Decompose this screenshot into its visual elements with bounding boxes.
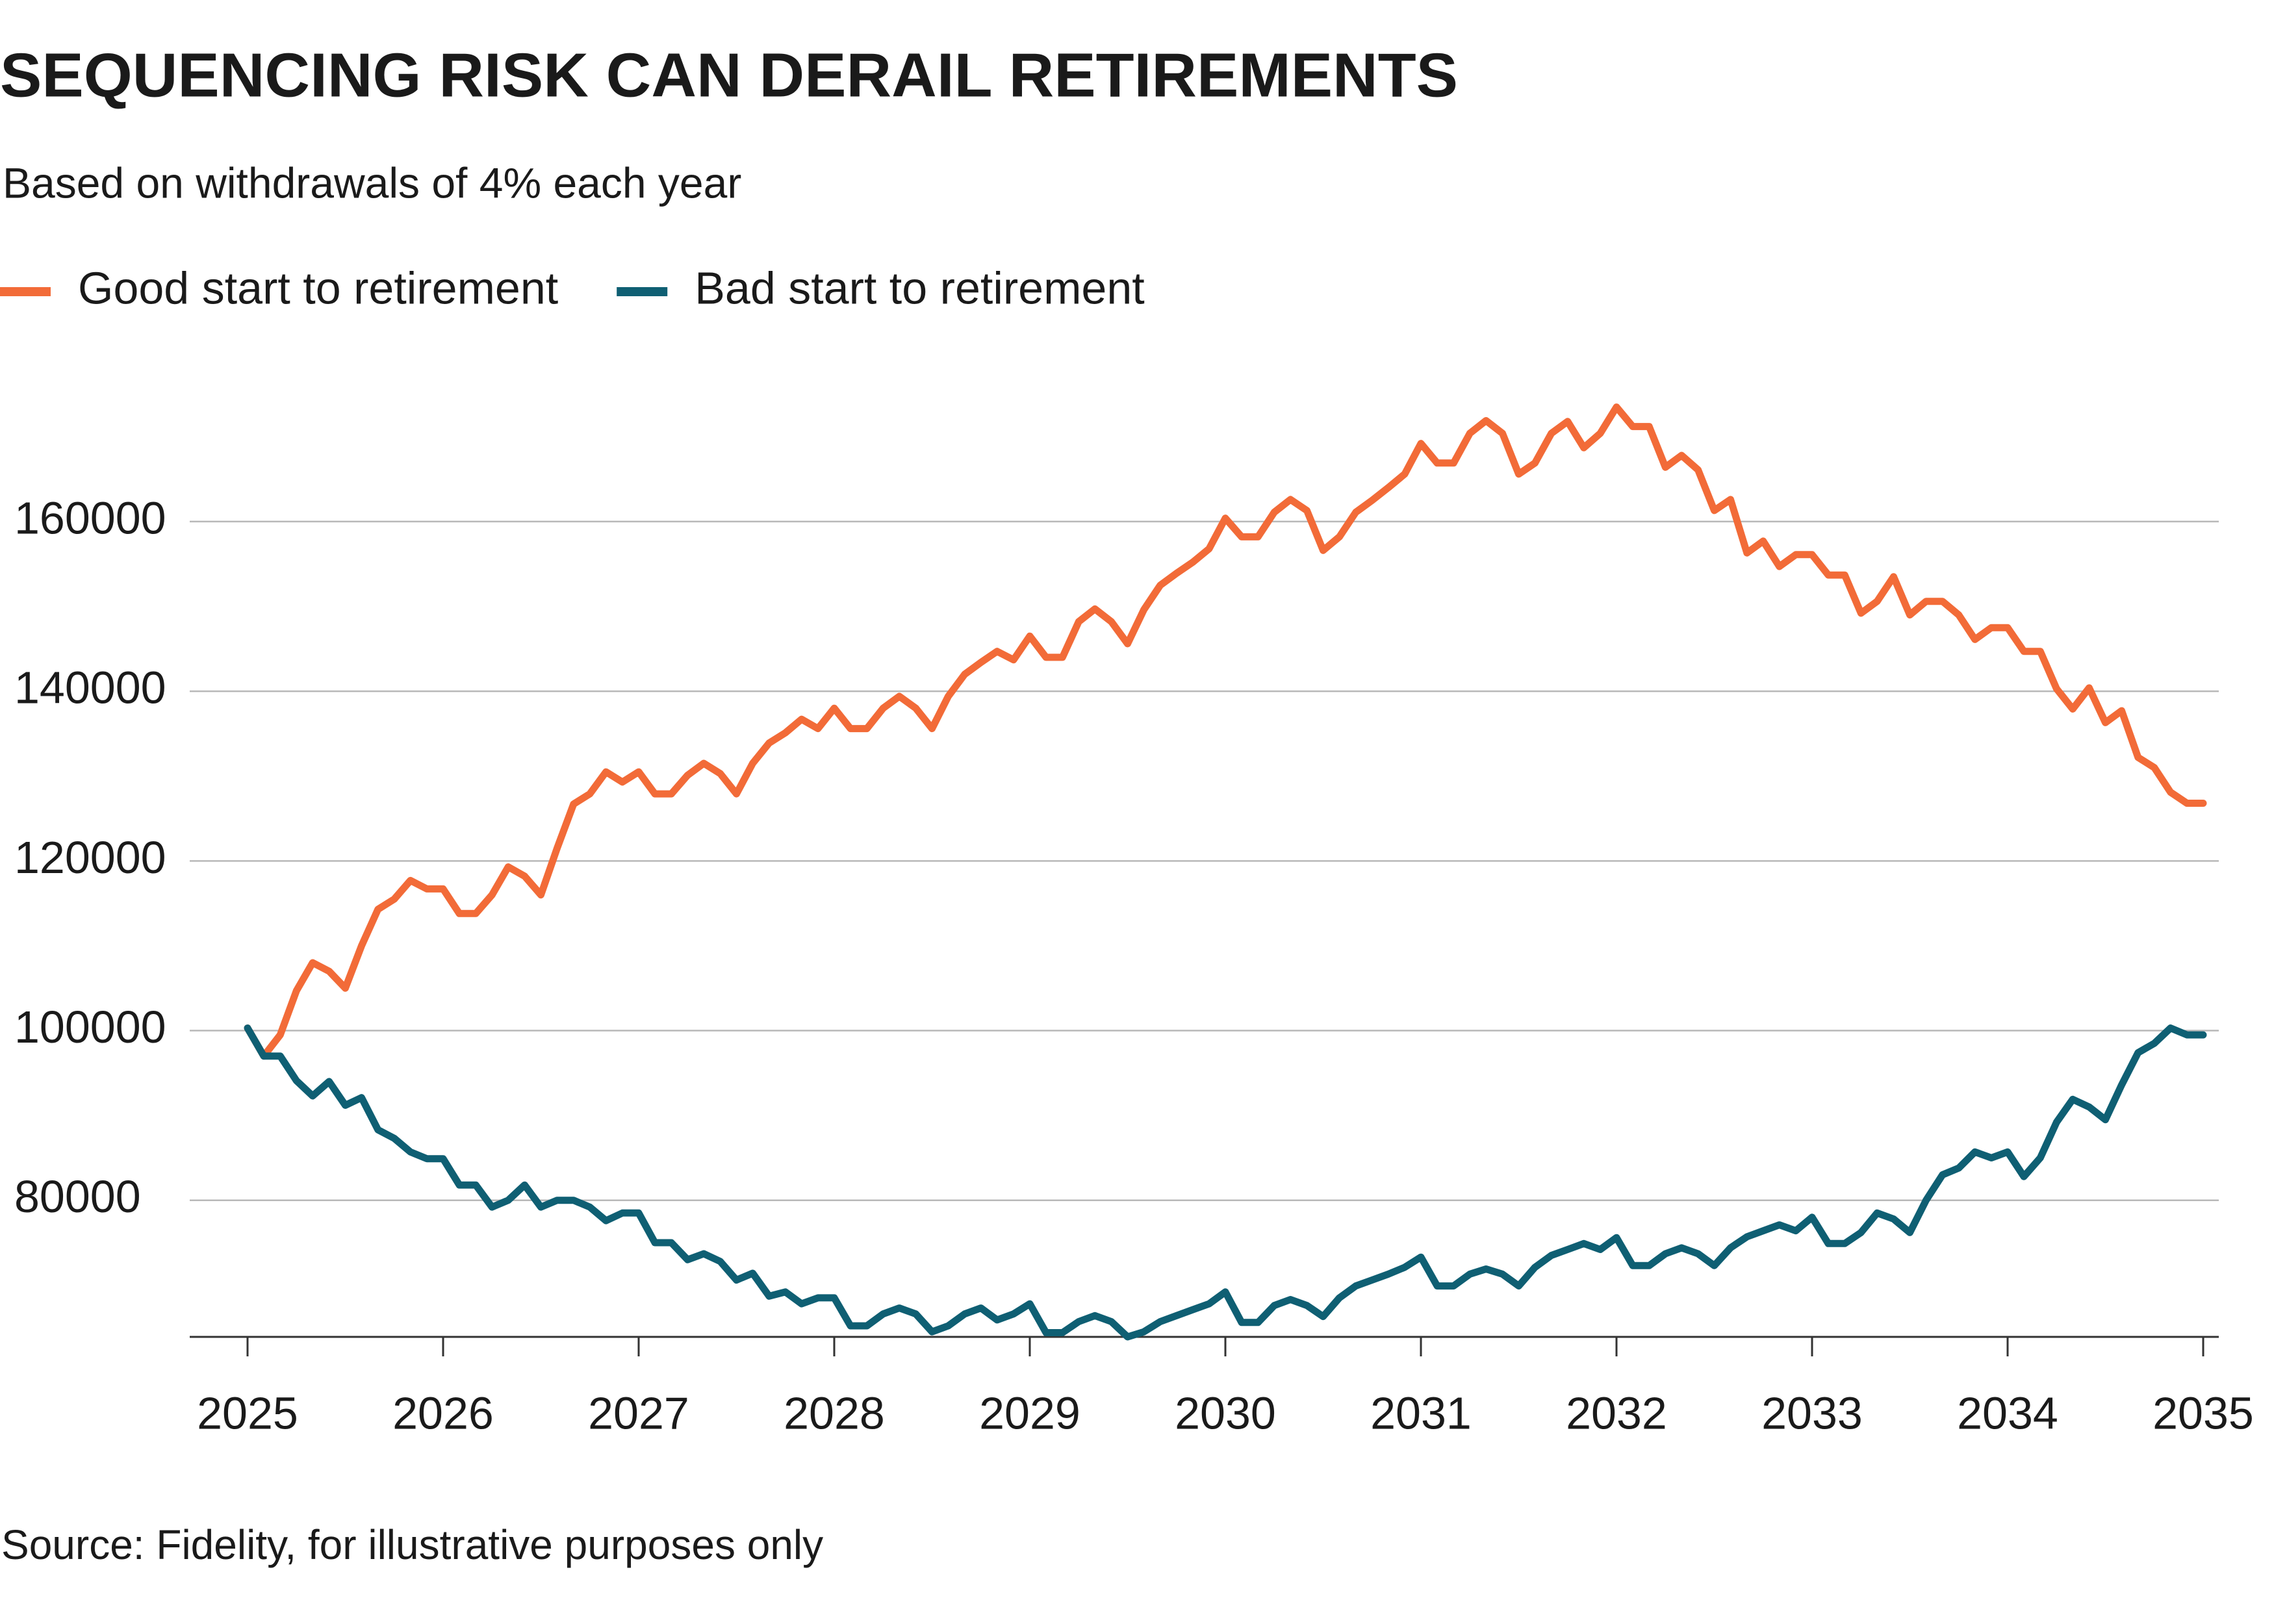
legend-label: Good start to retirement — [78, 262, 558, 313]
x-tick-label: 2027 — [588, 1388, 689, 1438]
data-line — [244, 1024, 2207, 1341]
y-tick-label: 140000 — [14, 663, 166, 713]
y-tick-label: 100000 — [14, 1002, 166, 1052]
legend-label: Bad start to retirement — [695, 262, 1145, 313]
chart-title: SEQUENCING RISK CAN DERAIL RETIREMENTS — [0, 40, 1458, 110]
x-tick-label: 2028 — [784, 1388, 885, 1438]
legend-item: Good start to retirement — [0, 262, 558, 313]
x-tick-label: 2029 — [979, 1388, 1080, 1438]
y-tick-label: 120000 — [14, 832, 166, 883]
x-tick-label: 2030 — [1175, 1388, 1276, 1438]
x-tick-label: 2031 — [1370, 1388, 1472, 1438]
x-tick-label: 2026 — [392, 1388, 494, 1438]
y-tick-label: 80000 — [14, 1171, 141, 1222]
legend-item: Bad start to retirement — [617, 262, 1145, 313]
data-line — [244, 403, 2207, 1060]
y-tick-label: 160000 — [14, 492, 166, 543]
source-note: Source: Fidelity, for illustrative purpo… — [1, 1521, 823, 1568]
x-tick-label: 2032 — [1566, 1388, 1667, 1438]
x-tick-label: 2025 — [197, 1388, 298, 1438]
x-tick-label: 2034 — [1957, 1388, 2058, 1438]
x-tick-label: 2033 — [1761, 1388, 1863, 1438]
chart-subtitle: Based on withdrawals of 4% each year — [3, 159, 741, 207]
x-tick-label: 2035 — [2153, 1388, 2254, 1438]
